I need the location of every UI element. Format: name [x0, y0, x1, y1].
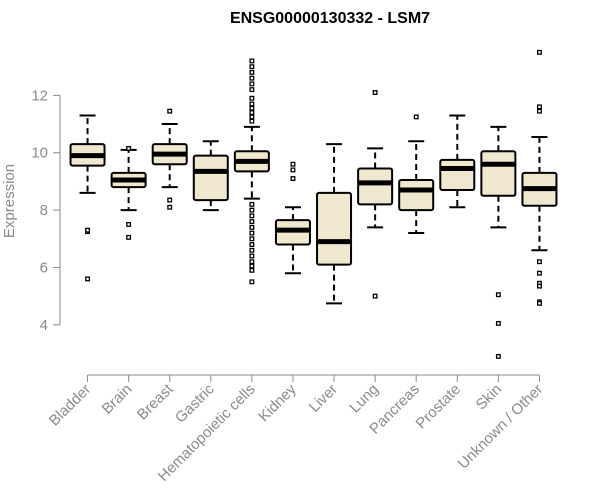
outlier-point [495, 292, 501, 298]
y-tick-label: 4 [40, 317, 48, 334]
box-rect [439, 158, 476, 192]
box-breast [151, 108, 188, 210]
box-rect [192, 154, 229, 202]
x-tick-label-lung: Lung [346, 381, 382, 417]
box-bladder [69, 114, 106, 282]
outlier-point [85, 227, 90, 233]
box-brain [110, 145, 147, 240]
outlier-point [537, 300, 542, 306]
outlier-point [537, 108, 542, 114]
outlier-point [85, 276, 90, 282]
chart-title: ENSG00000130332 - LSM7 [230, 10, 430, 27]
box-lung [357, 90, 394, 299]
outlier-point [249, 267, 255, 273]
x-tick-label-brain: Brain [99, 381, 136, 418]
outlier-point [249, 110, 255, 116]
outlier-point [495, 320, 501, 326]
outlier-point [249, 58, 255, 64]
outlier-point [249, 213, 255, 219]
x-tick-label-bladder: Bladder [46, 381, 95, 430]
box-rect [357, 167, 394, 206]
outlier-point [290, 161, 296, 167]
x-tick-label-skin: Skin [473, 381, 506, 414]
y-axis-label: Expression [1, 164, 18, 238]
outlier-point [249, 118, 255, 124]
y-tick-label: 12 [31, 87, 48, 104]
outlier-point [290, 176, 296, 182]
x-tick-label-prostate: Prostate [413, 381, 465, 433]
y-axis: 4 6 8 10 12 [31, 87, 61, 334]
outlier-point [249, 236, 255, 242]
outlier-point [126, 145, 132, 151]
outlier-point [413, 114, 419, 120]
y-tick-label: 6 [40, 259, 48, 276]
outlier-point [126, 234, 132, 240]
outlier-point [249, 87, 255, 93]
outlier-point [249, 207, 255, 213]
outlier-point [495, 353, 501, 359]
box-skin [480, 125, 517, 359]
x-tick-label-breast: Breast [134, 380, 177, 423]
outlier-point [249, 101, 255, 107]
outlier-point [249, 81, 255, 87]
outlier-point [372, 90, 378, 95]
box-kidney [274, 161, 311, 275]
box-unknown-other [521, 49, 558, 306]
y-tick-label: 10 [31, 145, 48, 162]
outlier-point [249, 105, 255, 111]
outlier-point [167, 108, 173, 114]
box-rect [398, 178, 435, 212]
y-tick-label: 8 [40, 202, 48, 219]
outlier-point [249, 69, 255, 75]
box-hematopoietic-cells [233, 58, 270, 285]
box-liver [316, 143, 353, 305]
outlier-point [249, 64, 255, 70]
outlier-point [249, 201, 255, 207]
box-rect [316, 191, 353, 266]
outlier-point [249, 242, 255, 247]
outlier-point [249, 230, 255, 236]
box-prostate [439, 114, 476, 209]
box-gastric [192, 140, 229, 212]
outlier-point [249, 224, 255, 230]
outlier-point [249, 114, 255, 120]
outlier-point [537, 259, 542, 265]
outlier-point [167, 204, 173, 210]
outlier-point [249, 75, 255, 81]
outlier-point [249, 263, 255, 269]
outlier-point [167, 197, 173, 203]
outlier-point [537, 283, 542, 289]
outlier-point [537, 104, 542, 110]
box-rect [480, 150, 517, 197]
outlier-point [290, 167, 296, 173]
boxes-group [69, 49, 558, 359]
outlier-point [372, 293, 378, 299]
x-tick-label-liver: Liver [306, 381, 341, 416]
outlier-point [249, 95, 255, 101]
box-pancreas [398, 114, 435, 235]
outlier-point [126, 221, 132, 227]
outlier-point [249, 247, 255, 253]
outlier-point [249, 219, 255, 225]
outlier-point [249, 259, 255, 265]
outlier-point [537, 270, 542, 276]
x-tick-label-kidney: Kidney [255, 380, 300, 425]
outlier-point [249, 253, 255, 259]
outlier-point [537, 49, 542, 55]
outlier-point [249, 279, 255, 285]
